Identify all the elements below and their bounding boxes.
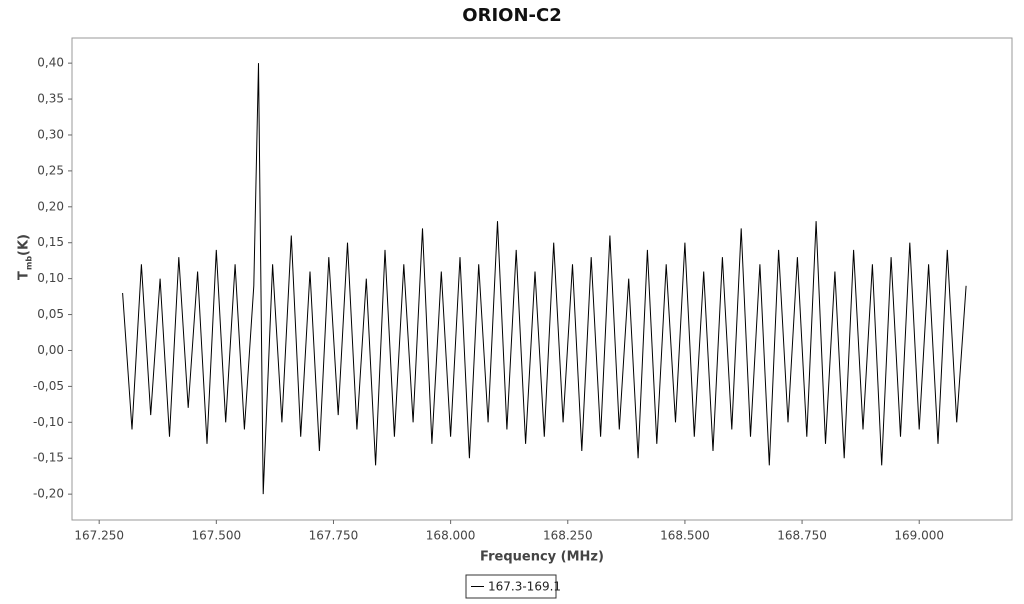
y-tick-label: 0,05 — [37, 307, 64, 321]
x-tick-label: 167.750 — [309, 529, 359, 543]
x-tick-label: 168.500 — [660, 529, 710, 543]
legend-box — [465, 574, 557, 599]
y-axis-label: T mb (K) — [17, 234, 34, 280]
y-label-subscript: mb — [25, 256, 34, 270]
y-tick-label: 0,10 — [37, 271, 64, 285]
y-tick-label: -0,05 — [33, 379, 64, 393]
y-tick-label: 0,25 — [37, 163, 64, 177]
y-tick-label: 0,35 — [37, 92, 64, 106]
y-label-unit: (K) — [17, 234, 32, 256]
y-tick-label: -0,15 — [33, 451, 64, 465]
x-tick-label: 168.000 — [426, 529, 476, 543]
x-tick-label: 167.500 — [192, 529, 242, 543]
x-tick-label: 167.250 — [74, 529, 124, 543]
x-tick-label: 168.750 — [777, 529, 827, 543]
y-tick-label: 0,30 — [37, 127, 64, 141]
y-tick-label: 0,00 — [37, 343, 64, 357]
legend-label: 167.3-169.1 — [488, 580, 561, 594]
series-line — [122, 63, 967, 495]
y-tick-label: -0,20 — [33, 487, 64, 501]
y-tick-label: 0,40 — [37, 56, 64, 70]
y-tick-label: -0,10 — [33, 415, 64, 429]
y-label-main: T — [17, 271, 32, 280]
plot-frame — [71, 37, 1013, 521]
x-tick-label: 168.250 — [543, 529, 593, 543]
chart-title: ORION-C2 — [462, 5, 561, 26]
x-axis-label: Frequency (MHz) — [480, 550, 604, 565]
y-tick-label: 0,15 — [37, 235, 64, 249]
x-tick-label: 169.000 — [894, 529, 944, 543]
y-tick-label: 0,20 — [37, 199, 64, 213]
